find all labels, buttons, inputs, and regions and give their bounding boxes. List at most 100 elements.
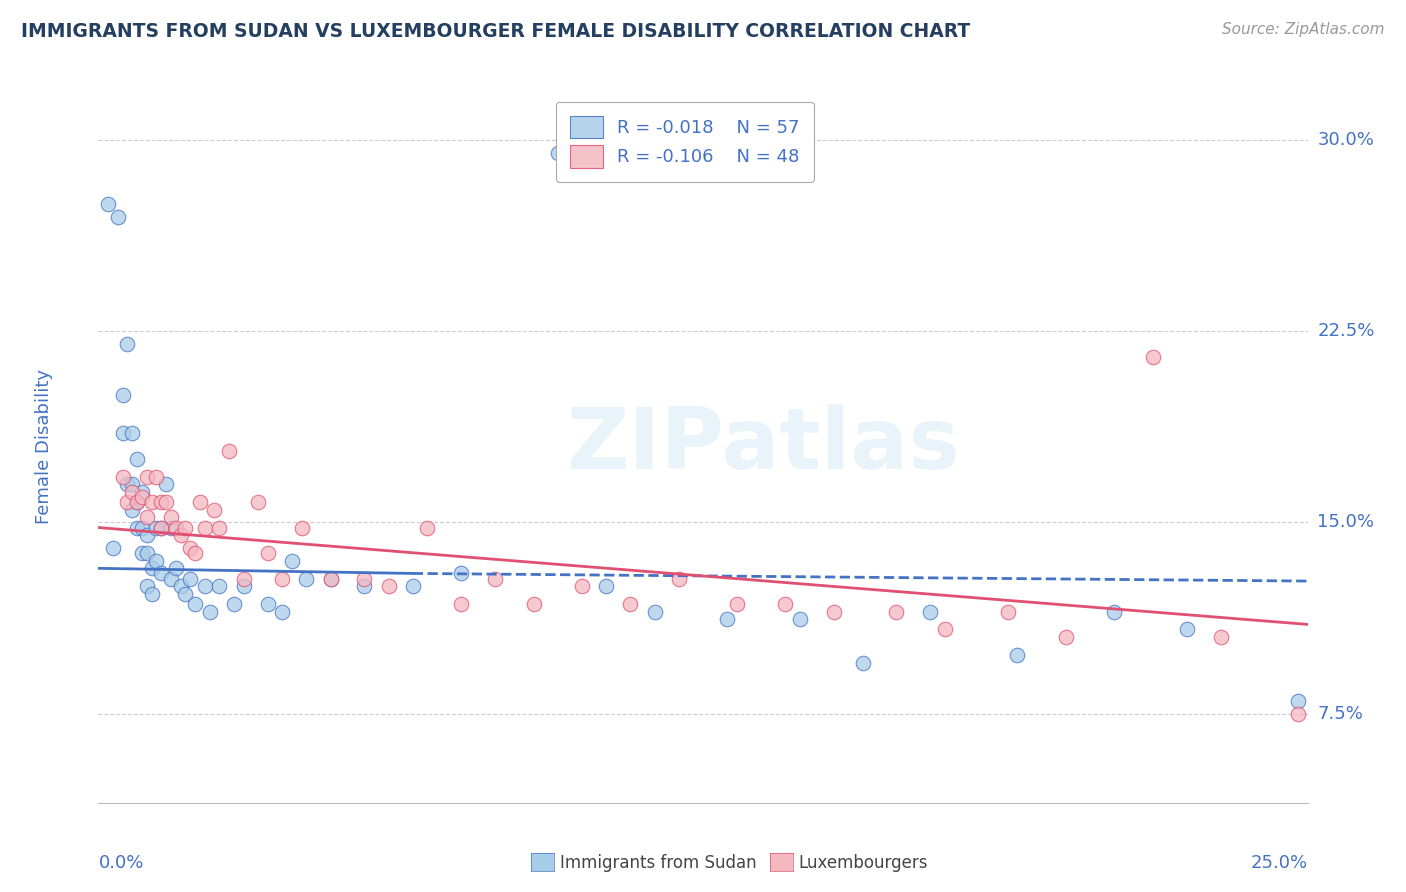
Point	[160, 572, 183, 586]
Point	[184, 546, 207, 560]
Text: 22.5%: 22.5%	[1317, 322, 1375, 341]
Point	[1054, 630, 1077, 644]
Point	[886, 605, 908, 619]
Point	[1209, 630, 1232, 644]
Point	[121, 484, 143, 499]
Point	[117, 337, 139, 351]
Point	[131, 484, 153, 499]
Point	[145, 469, 167, 483]
Text: ZIPatlas: ZIPatlas	[567, 404, 960, 488]
Point	[1142, 350, 1164, 364]
Point	[823, 605, 845, 619]
Point	[174, 587, 197, 601]
Point	[135, 546, 157, 560]
Point	[141, 495, 163, 509]
Point	[198, 605, 221, 619]
Point	[155, 495, 177, 509]
Point	[145, 520, 167, 534]
Point	[402, 579, 425, 593]
Point	[523, 597, 546, 611]
Point	[232, 572, 254, 586]
Point	[450, 566, 472, 581]
Point	[127, 495, 149, 509]
Point	[852, 656, 875, 670]
Point	[131, 520, 153, 534]
Point	[484, 572, 506, 586]
Point	[160, 520, 183, 534]
Point	[271, 605, 294, 619]
Point	[165, 561, 187, 575]
Text: Immigrants from Sudan: Immigrants from Sudan	[560, 854, 756, 871]
Point	[150, 520, 173, 534]
Point	[668, 572, 690, 586]
Point	[141, 561, 163, 575]
Point	[1007, 648, 1029, 662]
Point	[319, 572, 342, 586]
Point	[644, 605, 666, 619]
Point	[135, 469, 157, 483]
Point	[353, 572, 375, 586]
Point	[773, 597, 796, 611]
Point	[789, 612, 811, 626]
Point	[934, 623, 956, 637]
Point	[135, 528, 157, 542]
Point	[218, 444, 240, 458]
Point	[416, 520, 439, 534]
Point	[145, 554, 167, 568]
Point	[169, 579, 191, 593]
Point	[1286, 694, 1309, 708]
Point	[127, 520, 149, 534]
Point	[204, 502, 226, 516]
Point	[222, 597, 245, 611]
Point	[150, 566, 173, 581]
Point	[150, 495, 173, 509]
Point	[111, 469, 134, 483]
Text: 15.0%: 15.0%	[1317, 514, 1374, 532]
Point	[127, 495, 149, 509]
Text: Luxembourgers: Luxembourgers	[799, 854, 928, 871]
Point	[716, 612, 738, 626]
Text: 7.5%: 7.5%	[1317, 705, 1364, 723]
Text: 30.0%: 30.0%	[1317, 131, 1374, 149]
Point	[194, 579, 217, 593]
Point	[619, 597, 641, 611]
Point	[117, 495, 139, 509]
Point	[281, 554, 304, 568]
Point	[179, 572, 201, 586]
Point	[1175, 623, 1198, 637]
Point	[194, 520, 217, 534]
Point	[121, 502, 143, 516]
Point	[111, 388, 134, 402]
Point	[1102, 605, 1125, 619]
Point	[188, 495, 211, 509]
Point	[97, 197, 120, 211]
Point	[101, 541, 124, 555]
Point	[179, 541, 201, 555]
Text: Source: ZipAtlas.com: Source: ZipAtlas.com	[1222, 22, 1385, 37]
Point	[121, 426, 143, 441]
Point	[247, 495, 270, 509]
Point	[131, 490, 153, 504]
Point	[174, 520, 197, 534]
Point	[135, 510, 157, 524]
Point	[290, 520, 312, 534]
Point	[319, 572, 342, 586]
Point	[127, 451, 149, 466]
Text: Female Disability: Female Disability	[35, 368, 53, 524]
Point	[571, 579, 593, 593]
Point	[165, 520, 187, 534]
Point	[150, 520, 173, 534]
Point	[169, 528, 191, 542]
Legend: R = -0.018    N = 57, R = -0.106    N = 48: R = -0.018 N = 57, R = -0.106 N = 48	[555, 102, 814, 182]
Text: IMMIGRANTS FROM SUDAN VS LUXEMBOURGER FEMALE DISABILITY CORRELATION CHART: IMMIGRANTS FROM SUDAN VS LUXEMBOURGER FE…	[21, 22, 970, 41]
Text: 25.0%: 25.0%	[1250, 854, 1308, 871]
Point	[107, 210, 129, 224]
Point	[920, 605, 942, 619]
Point	[256, 546, 278, 560]
Point	[725, 597, 748, 611]
Point	[295, 572, 318, 586]
Point	[208, 520, 231, 534]
Point	[595, 579, 617, 593]
Point	[353, 579, 375, 593]
Point	[131, 546, 153, 560]
